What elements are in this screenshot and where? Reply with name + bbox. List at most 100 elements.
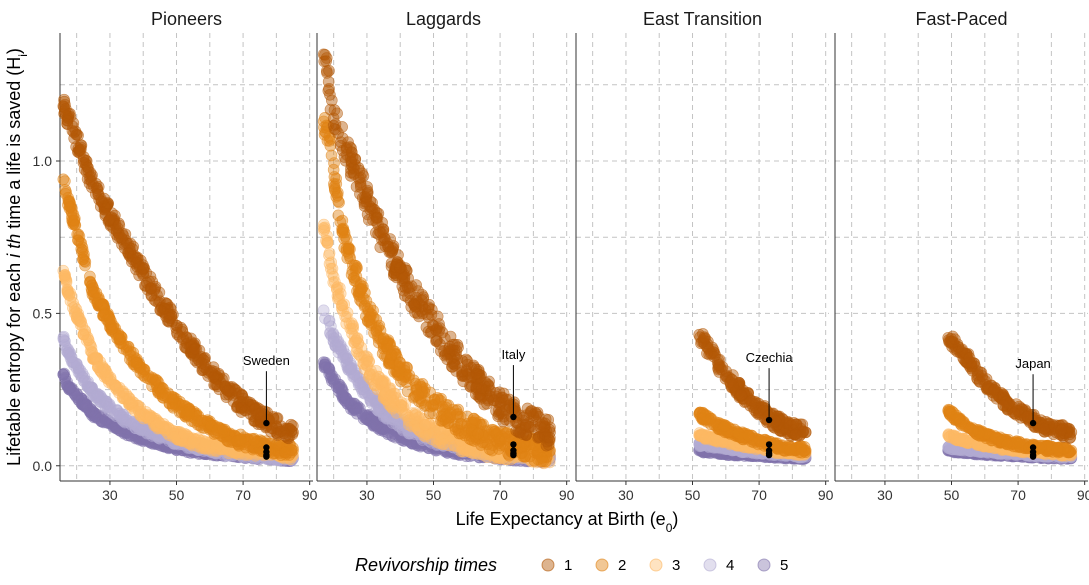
data-point	[544, 431, 556, 444]
data-point	[425, 308, 438, 321]
x-tick-label: 50	[685, 487, 701, 503]
data-point	[385, 388, 398, 401]
data-point	[394, 362, 406, 375]
data-point	[448, 338, 461, 351]
data-point	[352, 402, 365, 415]
data-point	[189, 343, 201, 355]
data-point	[265, 425, 277, 438]
x-tick-label: 70	[492, 487, 508, 503]
x-tick-label: 90	[559, 487, 575, 503]
data-point	[321, 229, 333, 242]
data-point	[207, 371, 220, 383]
x-tick-label: 90	[302, 487, 318, 503]
data-point	[78, 397, 90, 409]
x-tick-label: 90	[818, 487, 834, 503]
data-point	[84, 276, 96, 289]
data-point	[217, 423, 229, 436]
data-point	[499, 432, 511, 445]
data-point	[59, 175, 71, 187]
data-point	[338, 298, 350, 311]
data-point	[319, 312, 331, 325]
data-point	[103, 213, 116, 226]
data-point	[60, 103, 72, 115]
data-point	[58, 367, 70, 380]
data-point	[74, 315, 86, 327]
data-point	[69, 219, 82, 232]
annotation-label: Sweden	[243, 353, 290, 368]
data-point	[173, 406, 186, 419]
data-point	[318, 128, 331, 141]
highlight-point	[510, 413, 517, 421]
data-point	[519, 450, 532, 463]
x-tick-label: 70	[751, 487, 767, 503]
data-point	[391, 256, 403, 268]
data-point	[81, 398, 93, 411]
data-point	[90, 286, 103, 299]
data-point	[428, 394, 441, 406]
data-point	[75, 143, 87, 156]
highlight-point	[263, 419, 270, 427]
data-point	[456, 365, 469, 377]
panel-title: Pioneers	[151, 9, 222, 29]
data-point	[61, 114, 74, 127]
x-tick-label: 50	[169, 487, 185, 503]
data-point	[409, 306, 421, 319]
data-point	[320, 52, 333, 64]
data-point	[130, 356, 143, 369]
highlight-point	[263, 453, 270, 460]
data-point	[346, 327, 358, 340]
data-point	[86, 169, 98, 182]
data-point	[329, 182, 341, 195]
data-point	[337, 385, 349, 398]
data-point	[98, 192, 110, 205]
y-tick-label: 1.0	[33, 153, 53, 169]
data-point	[423, 407, 436, 420]
data-point	[111, 332, 124, 345]
data-point	[337, 349, 350, 361]
data-point	[105, 373, 117, 386]
data-point	[363, 355, 376, 368]
data-point	[419, 418, 432, 431]
data-point	[80, 334, 93, 347]
data-point	[336, 121, 348, 133]
data-point	[323, 249, 335, 262]
data-point	[104, 313, 116, 325]
data-point	[145, 282, 158, 294]
data-point	[348, 368, 360, 381]
data-point	[78, 248, 90, 261]
data-point	[279, 446, 291, 459]
data-point	[475, 382, 488, 394]
y-tick-label: 0.0	[33, 458, 53, 474]
data-point	[287, 420, 299, 432]
data-point	[173, 330, 186, 343]
data-point	[159, 387, 172, 400]
data-point	[403, 281, 416, 294]
data-point	[76, 371, 89, 383]
x-tick-label: 50	[426, 487, 442, 503]
panel-title: Laggards	[406, 9, 481, 29]
data-point	[71, 388, 83, 400]
data-point	[340, 317, 353, 330]
y-tick-label: 0.5	[33, 305, 53, 321]
data-point	[113, 219, 126, 232]
data-point	[374, 241, 387, 254]
data-point	[97, 298, 110, 311]
highlight-point	[510, 441, 517, 448]
data-point	[74, 236, 86, 248]
data-point	[408, 374, 420, 387]
data-point	[111, 232, 124, 244]
data-point	[455, 418, 468, 430]
data-point	[385, 349, 398, 361]
data-point	[318, 218, 330, 231]
data-point	[59, 272, 72, 285]
x-tick-label: 30	[618, 487, 634, 503]
data-point	[57, 333, 70, 346]
data-point	[362, 214, 375, 226]
data-point	[332, 195, 345, 208]
x-tick-label: 30	[359, 487, 375, 503]
data-point	[444, 408, 456, 421]
